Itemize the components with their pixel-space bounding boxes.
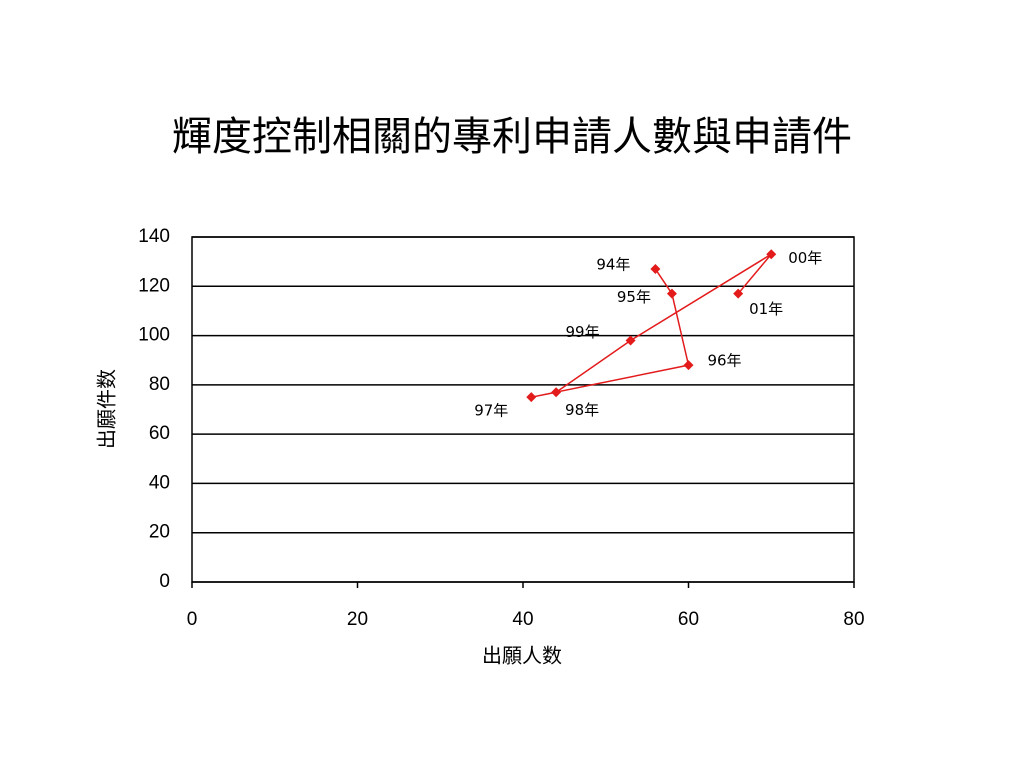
marker bbox=[733, 288, 744, 299]
marker bbox=[625, 335, 636, 346]
y-tick-label: 120 bbox=[138, 275, 170, 296]
x-tick-label: 0 bbox=[187, 609, 198, 630]
point-label: 98年 bbox=[565, 401, 599, 419]
point-label: 99年 bbox=[566, 323, 600, 341]
marker bbox=[683, 360, 694, 371]
plot-frame bbox=[191, 236, 855, 583]
marker bbox=[650, 264, 661, 275]
series-line bbox=[531, 253, 772, 398]
chart-title: 輝度控制相關的專利申請人數與申請件 bbox=[172, 114, 852, 160]
y-tick-label: 140 bbox=[138, 226, 170, 247]
point-label: 95年 bbox=[617, 288, 651, 306]
marker bbox=[526, 392, 537, 403]
y-tick-label: 100 bbox=[138, 325, 170, 346]
point-label: 96年 bbox=[707, 352, 741, 370]
marker bbox=[666, 288, 677, 299]
x-tick-label: 60 bbox=[678, 609, 699, 630]
x-tick-label: 40 bbox=[512, 609, 533, 630]
x-axis-title: 出願人数 bbox=[482, 644, 562, 668]
x-tick-label: 20 bbox=[347, 609, 368, 630]
y-tick-label: 60 bbox=[149, 423, 170, 444]
y-tick-label: 80 bbox=[149, 374, 170, 395]
y-axis-title: 出願件数 bbox=[95, 369, 119, 449]
y-tick-label: 0 bbox=[159, 571, 170, 592]
x-tick-label: 80 bbox=[843, 609, 864, 630]
point-label: 94年 bbox=[596, 256, 630, 274]
y-tick-label: 40 bbox=[149, 472, 170, 493]
marker bbox=[551, 387, 562, 398]
point-label: 01年 bbox=[749, 300, 783, 318]
y-tick-label: 20 bbox=[149, 522, 170, 543]
point-label: 97年 bbox=[474, 402, 508, 420]
point-label: 00年 bbox=[788, 249, 822, 267]
marker bbox=[766, 249, 777, 260]
